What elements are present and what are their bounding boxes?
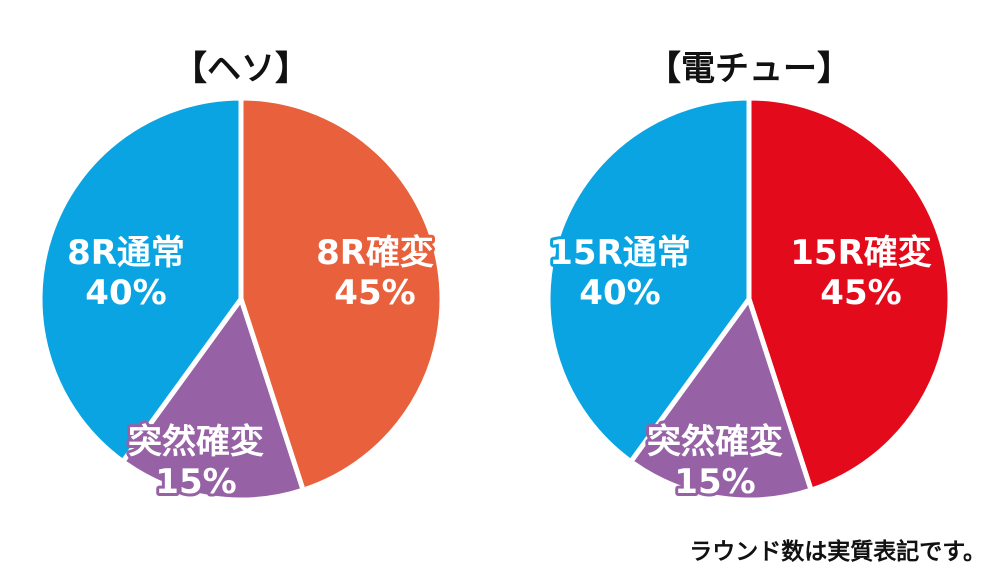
slice-label-percent: 15% bbox=[155, 462, 236, 502]
slice-label-percent: 40% bbox=[85, 273, 166, 313]
slice-label-name: 8R通常 bbox=[67, 233, 185, 273]
slice-label-name: 突然確変 bbox=[128, 422, 264, 462]
slice-label-percent: 45% bbox=[820, 273, 901, 313]
slice-label-percent: 40% bbox=[579, 273, 660, 313]
slice-label-name: 突然確変 bbox=[647, 422, 783, 462]
pie-slice-1 bbox=[238, 95, 445, 493]
pie-slice-2 bbox=[628, 296, 814, 503]
pie-slice-3 bbox=[37, 95, 244, 465]
slice-label-name: 15R通常 bbox=[549, 233, 691, 273]
slice-label-name: 8R確変 bbox=[316, 233, 434, 273]
slice-label-name: 15R確変 bbox=[790, 233, 932, 273]
slice-label-percent: 45% bbox=[334, 273, 415, 313]
footnote: ラウンド数は実質表記です。 bbox=[689, 539, 986, 565]
chart-title: 【ヘソ】 bbox=[173, 49, 309, 89]
pie-slice-1 bbox=[746, 95, 953, 493]
chart-title: 【電チュー】 bbox=[647, 49, 851, 89]
pie-slice-3 bbox=[545, 95, 752, 465]
pie-slice-2 bbox=[120, 296, 306, 503]
slice-label-percent: 15% bbox=[674, 462, 755, 502]
